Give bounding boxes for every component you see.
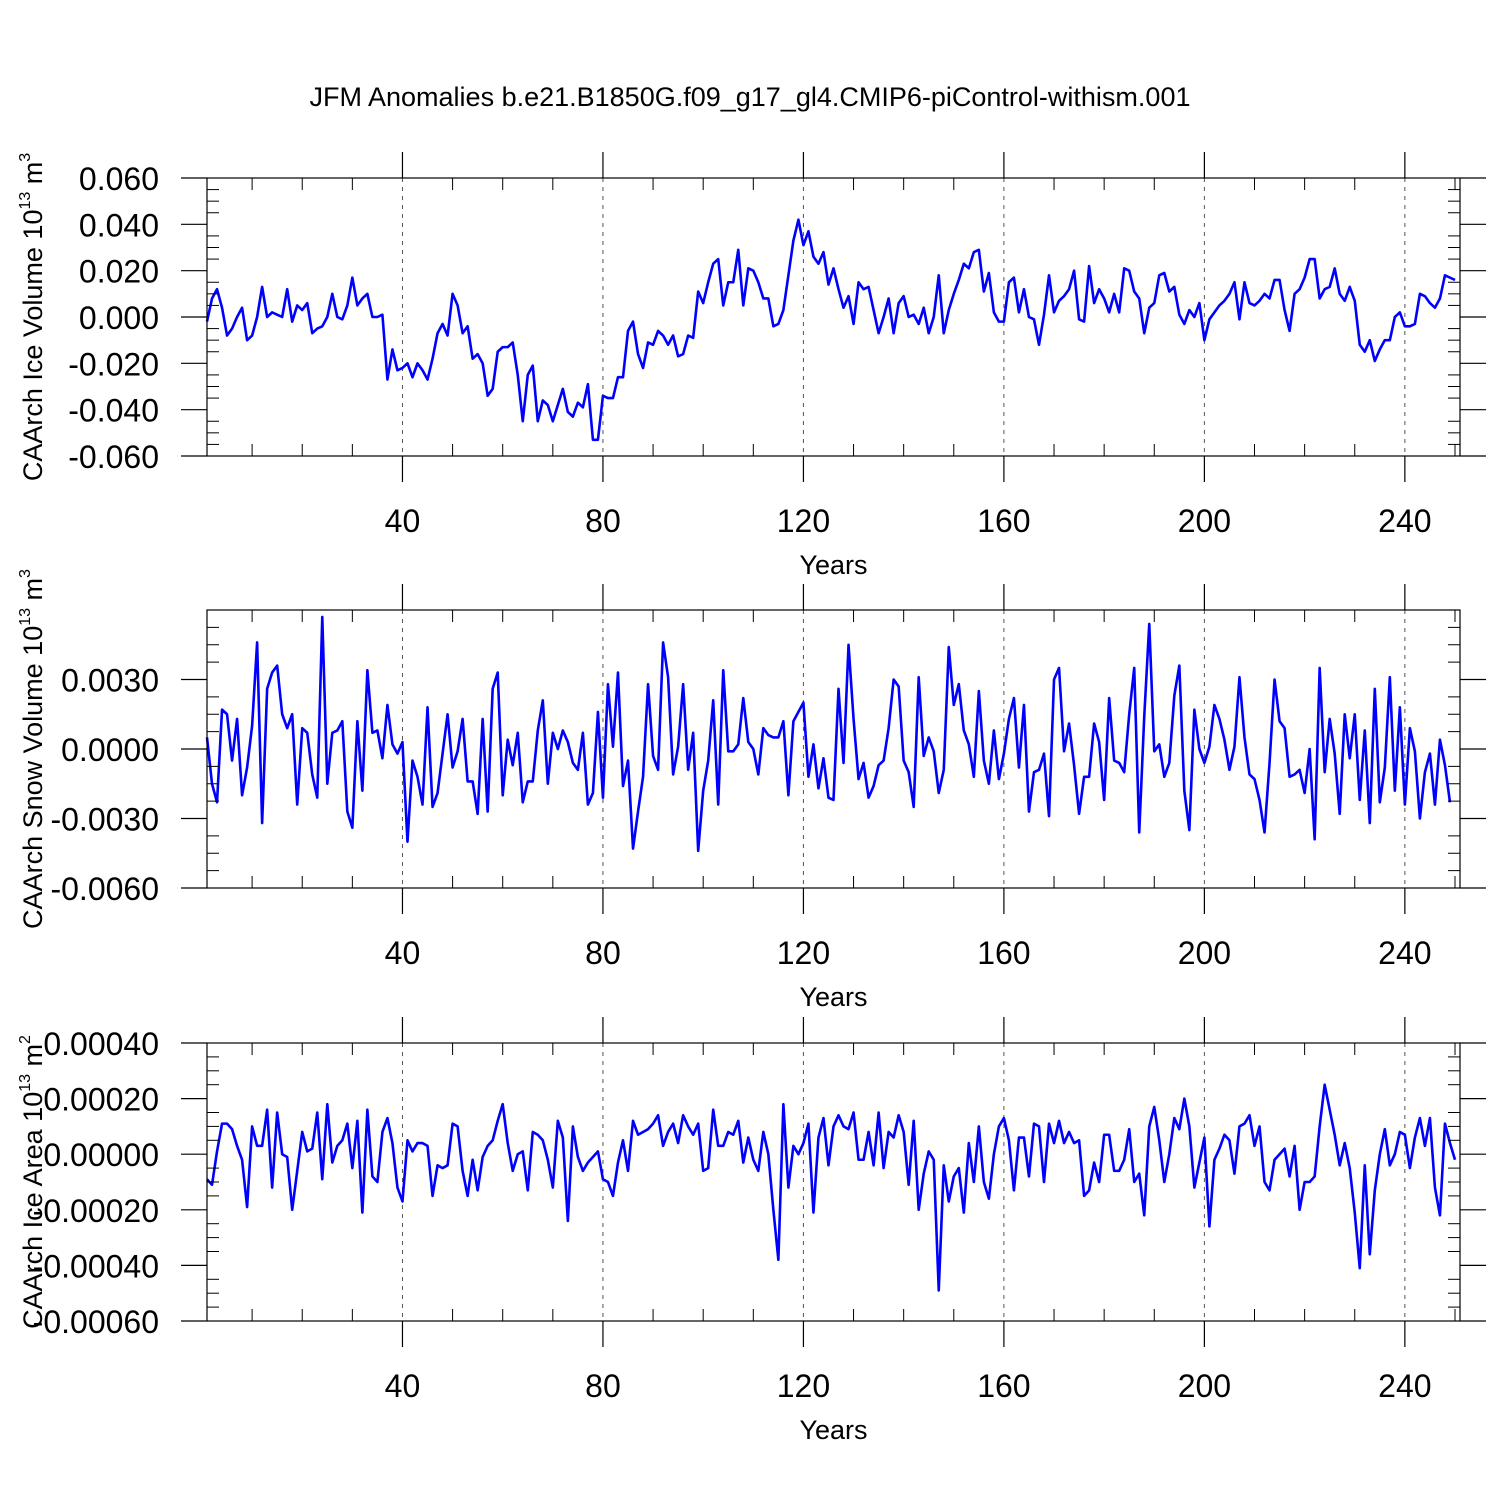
y-tick-label: -0.0060: [50, 871, 159, 907]
x-tick-label: 160: [977, 503, 1030, 539]
y-axis-title: CAArch Snow Volume 1013 m3: [17, 569, 48, 929]
x-tick-label: 40: [385, 503, 421, 539]
chart-panel-3: 40 80 120 160 200 240 -0.00060 -0.00040 -0.00020…: [17, 1017, 1486, 1445]
x-tick-label: 200: [1178, 1368, 1231, 1404]
y-tick-label: -0.00040: [33, 1248, 159, 1284]
series-line: [205, 615, 1452, 853]
chart-panel-2: 40 80 120 160 200 240 -0.0060 -0.0030 0.0000 0.00…: [17, 569, 1486, 1012]
y-tick-label: 0.0030: [61, 663, 159, 699]
y-tick-label: -0.00060: [33, 1304, 159, 1340]
x-tick-label: 160: [977, 1368, 1030, 1404]
plot-frame: [206, 177, 1461, 457]
x-tick-label: 200: [1178, 935, 1231, 971]
y-tick-label: -0.020: [68, 346, 159, 382]
y-tick-label: 0.000: [79, 300, 159, 336]
y-tick-label: -0.060: [68, 439, 159, 475]
chart-panels: 40 80 120 160 200 240-0.060-0.040-0.0200.0000…: [17, 152, 1486, 1445]
y-axis-title: CAArch Ice Area 1013 m2: [17, 1035, 48, 1329]
x-tick-label: 40: [385, 1368, 421, 1404]
x-tick-label: 200: [1178, 503, 1231, 539]
y-tick-label: -0.040: [68, 393, 159, 429]
figure-title: JFM Anomalies b.e21.B1850G.f09_g17_gl4.C…: [310, 82, 1191, 112]
x-axis-title: Years: [799, 550, 867, 580]
x-axis-title: Years: [799, 982, 867, 1012]
x-tick-label: 240: [1378, 1368, 1431, 1404]
series-line: [205, 218, 1456, 442]
x-tick-label: 160: [977, 935, 1030, 971]
x-tick-label: 80: [585, 935, 621, 971]
x-tick-label: 120: [777, 503, 830, 539]
y-tick-label: -0.00020: [33, 1193, 159, 1229]
y-tick-label: 0.00000: [43, 1137, 159, 1173]
y-tick-label: 0.060: [79, 161, 159, 197]
y-tick-label: 0.0000: [61, 732, 159, 768]
x-axis-title: Years: [799, 1415, 867, 1445]
y-tick-label: 0.020: [79, 254, 159, 290]
x-tick-label: 240: [1378, 935, 1431, 971]
x-tick-label: 240: [1378, 503, 1431, 539]
x-tick-label: 80: [585, 1368, 621, 1404]
x-tick-label: 120: [777, 1368, 830, 1404]
x-tick-label: 40: [385, 935, 421, 971]
y-tick-label: 0.00040: [43, 1026, 159, 1062]
y-axis-title: CAArch Ice Volume 1013 m3: [17, 153, 48, 481]
chart-panel-1: 40 80 120 160 200 240 -0.060 -0.040 -0.020 0.000 0…: [17, 152, 1486, 580]
y-tick-label: 0.00020: [43, 1082, 159, 1118]
x-tick-label: 80: [585, 503, 621, 539]
series-line: [206, 1083, 1457, 1292]
x-tick-label: 120: [777, 935, 830, 971]
y-tick-label: -0.0030: [50, 802, 159, 838]
y-tick-label: 0.040: [79, 207, 159, 243]
